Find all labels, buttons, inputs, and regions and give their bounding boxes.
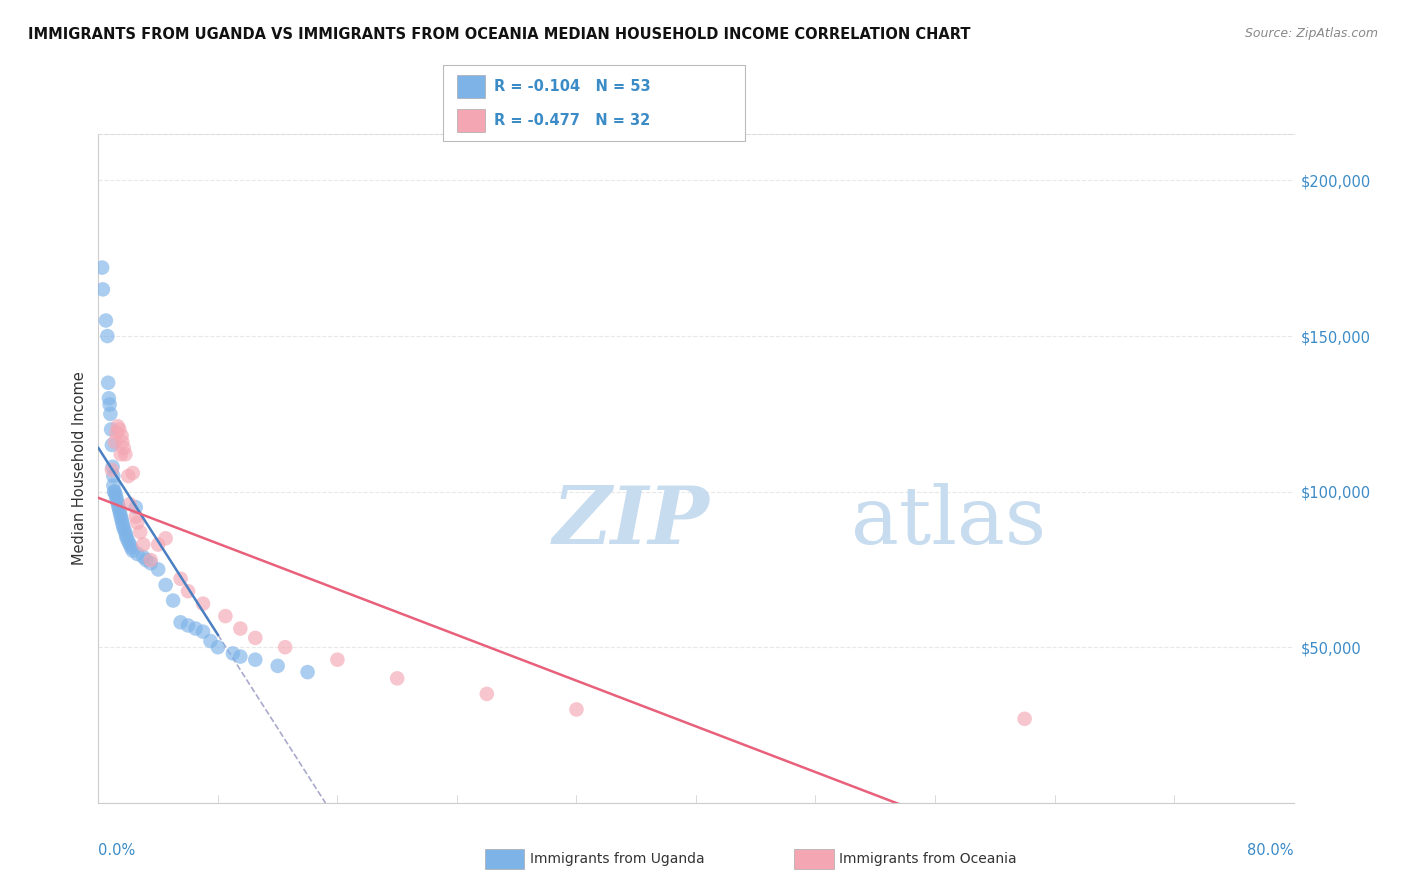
Point [129, 525, 152, 540]
Point [110, 428, 132, 442]
Point [103, 469, 125, 483]
Text: Immigrants from Oceania: Immigrants from Oceania [839, 852, 1017, 866]
Point [139, 556, 162, 570]
Point [385, 671, 409, 685]
Point [245, 653, 267, 667]
Point [155, 531, 177, 545]
Point [229, 649, 252, 664]
Point [108, 422, 131, 436]
Text: R = -0.477   N = 32: R = -0.477 N = 32 [494, 113, 650, 128]
Point [177, 618, 200, 632]
Point [120, 541, 142, 555]
Point [98, 397, 121, 411]
Point [115, 528, 138, 542]
Point [91, 282, 114, 296]
Point [155, 578, 177, 592]
Point [118, 497, 141, 511]
Point [97, 376, 120, 390]
Point [121, 466, 143, 480]
Point [214, 609, 236, 624]
Text: ZIP: ZIP [553, 483, 710, 560]
Point [191, 624, 214, 639]
Point [169, 572, 191, 586]
Point [111, 516, 134, 530]
Point [125, 500, 148, 515]
Point [200, 634, 222, 648]
Point [96, 329, 118, 343]
Point [117, 534, 139, 549]
Point [135, 553, 157, 567]
Point [101, 438, 124, 452]
Point [229, 622, 252, 636]
Point [475, 687, 498, 701]
Point [274, 640, 297, 655]
Point [127, 516, 149, 530]
Point [148, 562, 170, 576]
Text: 80.0%: 80.0% [1247, 843, 1294, 858]
Point [108, 507, 131, 521]
Point [114, 525, 136, 540]
Point [121, 543, 143, 558]
Point [112, 519, 135, 533]
Point [148, 537, 170, 551]
Point [207, 640, 229, 655]
Text: atlas: atlas [851, 483, 1046, 561]
Point [104, 434, 127, 449]
Point [117, 469, 139, 483]
Point [91, 260, 114, 275]
Point [184, 622, 207, 636]
Point [132, 537, 155, 551]
Point [110, 513, 132, 527]
Point [103, 478, 125, 492]
Point [139, 553, 162, 567]
Point [105, 491, 128, 505]
Point [132, 549, 155, 564]
Point [267, 659, 290, 673]
Point [101, 459, 124, 474]
Point [191, 597, 214, 611]
Point [222, 647, 245, 661]
Point [169, 615, 191, 630]
Point [107, 497, 129, 511]
Point [110, 447, 132, 461]
Text: Source: ZipAtlas.com: Source: ZipAtlas.com [1244, 27, 1378, 40]
Point [112, 522, 135, 536]
Point [565, 702, 588, 716]
Text: Immigrants from Uganda: Immigrants from Uganda [530, 852, 704, 866]
Y-axis label: Median Household Income: Median Household Income [72, 371, 87, 566]
Point [107, 419, 129, 434]
Point [94, 313, 117, 327]
Point [112, 441, 135, 455]
Point [103, 484, 125, 499]
Point [108, 503, 131, 517]
Point [177, 584, 200, 599]
Point [101, 463, 124, 477]
Point [105, 494, 128, 508]
Point [97, 392, 120, 406]
Point [297, 665, 319, 679]
Point [326, 653, 349, 667]
Point [245, 631, 267, 645]
Point [105, 425, 128, 440]
Point [1014, 712, 1036, 726]
Point [98, 407, 122, 421]
Point [162, 593, 184, 607]
Point [100, 422, 122, 436]
Point [111, 434, 134, 449]
Text: R = -0.104   N = 53: R = -0.104 N = 53 [494, 79, 650, 94]
Point [114, 447, 136, 461]
Point [110, 509, 132, 524]
Point [127, 547, 149, 561]
Text: 0.0%: 0.0% [98, 843, 135, 858]
Point [115, 531, 138, 545]
Point [118, 537, 141, 551]
Point [125, 509, 148, 524]
Point [104, 484, 127, 499]
Point [104, 488, 127, 502]
Text: IMMIGRANTS FROM UGANDA VS IMMIGRANTS FROM OCEANIA MEDIAN HOUSEHOLD INCOME CORREL: IMMIGRANTS FROM UGANDA VS IMMIGRANTS FRO… [28, 27, 970, 42]
Point [107, 500, 129, 515]
